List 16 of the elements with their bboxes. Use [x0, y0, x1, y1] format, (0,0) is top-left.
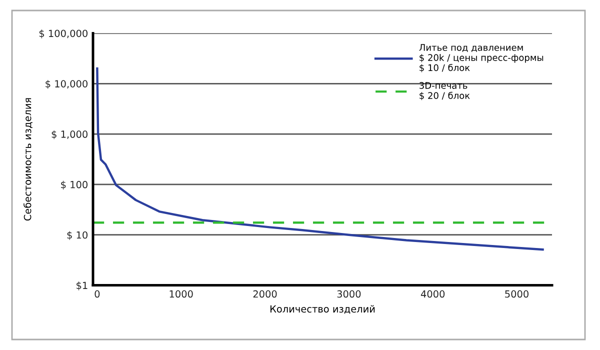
x-tick-label: 1000 — [170, 290, 193, 298]
x-tick-label: 2000 — [253, 290, 277, 298]
x-axis-title: Количество изделий — [270, 305, 375, 314]
y-tick-label: $1 — [76, 282, 88, 290]
x-tick-label: 0 — [94, 290, 100, 298]
y-tick-label: $ 10 — [67, 231, 88, 240]
y-tick-label: $ 10,000 — [46, 80, 88, 89]
x-tick-label: 4000 — [420, 290, 445, 298]
x-tick-label: 5000 — [505, 290, 528, 298]
legend-label: Литье под давлением $ 20k / цены пресс-формы $ 10 / блок — [419, 44, 544, 72]
y-tick-label: $ 100 — [61, 180, 88, 190]
x-tick-label: 3000 — [337, 290, 361, 298]
legend-label: 3D-печать $ 20 / блок — [420, 82, 470, 100]
y-axis-title: Себестоимость изделия — [24, 98, 32, 221]
y-tick-label: $ 100,000 — [39, 30, 88, 38]
y-tick-label: $ 1,000 — [52, 130, 88, 140]
